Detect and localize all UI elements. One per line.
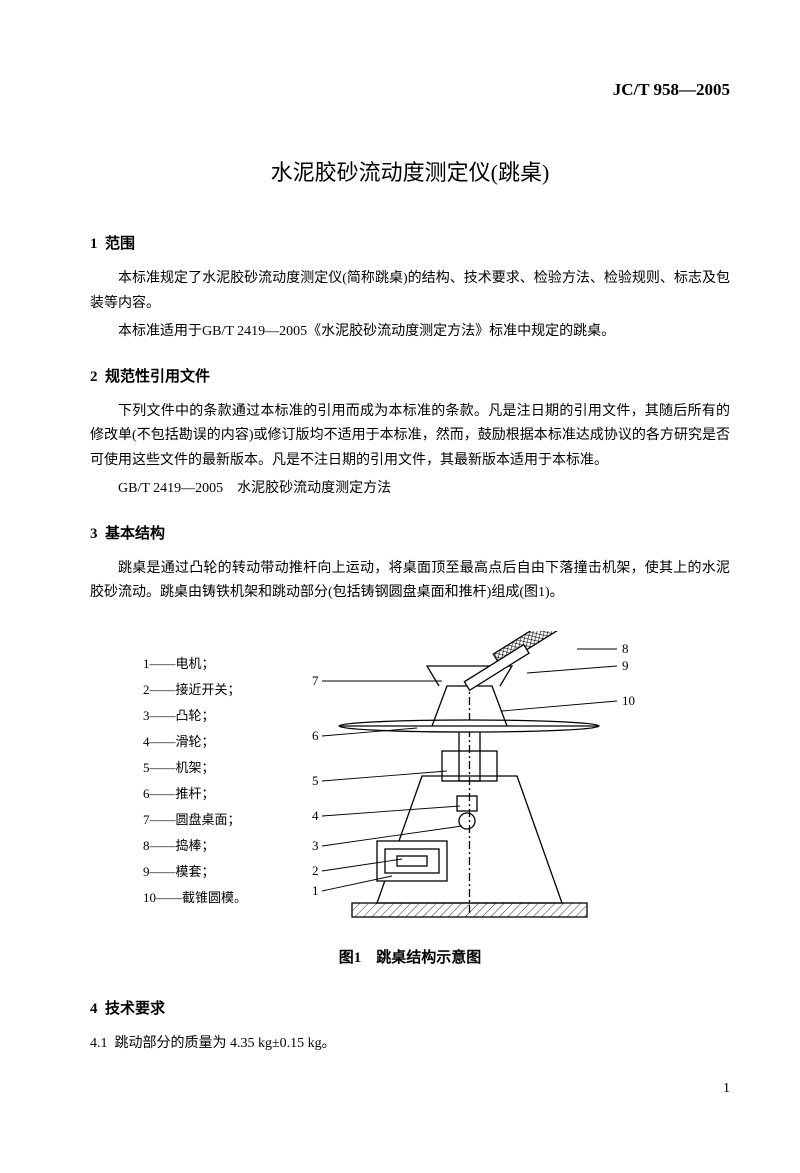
legend-item: 3——凸轮； [143, 703, 247, 729]
section-1-para-2: 本标准适用于GB/T 2419—2005《水泥胶砂流动度测定方法》标准中规定的跳… [90, 320, 730, 345]
legend-item: 5——机架； [143, 755, 247, 781]
section-2-para-1: 下列文件中的条款通过本标准的引用而成为本标准的条款。凡是注日期的引用文件，其随后… [90, 400, 730, 474]
figure-legend: 1——电机； 2——接近开关； 3——凸轮； 4——滑轮； 5——机架； 6——… [143, 651, 247, 911]
svg-text:7: 7 [312, 673, 319, 688]
figure-1: 1——电机； 2——接近开关； 3——凸轮； 4——滑轮； 5——机架； 6——… [90, 631, 730, 931]
svg-text:2: 2 [312, 863, 319, 878]
legend-item: 4——滑轮； [143, 729, 247, 755]
section-title: 技术要求 [105, 1001, 165, 1017]
page-number: 1 [90, 1081, 730, 1097]
figure-1-caption: 图1 跳桌结构示意图 [90, 946, 730, 967]
document-title: 水泥胶砂流动度测定仪(跳桌) [90, 155, 730, 187]
section-2-ref: GB/T 2419—2005 水泥胶砂流动度测定方法 [90, 477, 730, 502]
legend-item: 6——推杆； [143, 781, 247, 807]
svg-text:6: 6 [312, 728, 319, 743]
svg-text:3: 3 [312, 838, 319, 853]
svg-text:5: 5 [312, 773, 319, 788]
legend-item: 7——圆盘桌面； [143, 807, 247, 833]
section-num: 2 [90, 369, 98, 385]
svg-text:8: 8 [622, 641, 629, 656]
legend-item: 8——捣棒； [143, 833, 247, 859]
section-3-heading: 3 基本结构 [90, 522, 730, 543]
legend-item: 2——接近开关； [143, 677, 247, 703]
document-code: JC/T 958—2005 [90, 80, 730, 100]
section-num: 3 [90, 526, 98, 542]
legend-item: 9——模套； [143, 859, 247, 885]
section-num: 4 [90, 1001, 98, 1017]
figure-diagram: 1 2 3 4 5 6 7 8 9 10 [267, 631, 677, 931]
svg-text:1: 1 [312, 883, 319, 898]
svg-text:9: 9 [622, 658, 629, 673]
subsection-4-1: 4.1 跳动部分的质量为 4.35 kg±0.15 kg。 [90, 1032, 730, 1057]
section-title: 规范性引用文件 [105, 369, 210, 385]
section-title: 基本结构 [105, 526, 165, 542]
section-4-heading: 4 技术要求 [90, 997, 730, 1018]
section-num: 1 [90, 236, 98, 252]
svg-text:10: 10 [622, 693, 635, 708]
section-2-heading: 2 规范性引用文件 [90, 365, 730, 386]
section-3-para-1: 跳桌是通过凸轮的转动带动推杆向上运动，将桌面顶至最高点后自由下落撞击机架，使其上… [90, 557, 730, 606]
section-title: 范围 [105, 236, 135, 252]
legend-item: 10——截锥圆模。 [143, 885, 247, 911]
svg-text:4: 4 [312, 808, 319, 823]
section-1-para-1: 本标准规定了水泥胶砂流动度测定仪(简称跳桌)的结构、技术要求、检验方法、检验规则… [90, 267, 730, 316]
legend-item: 1——电机； [143, 651, 247, 677]
section-1-heading: 1 范围 [90, 232, 730, 253]
